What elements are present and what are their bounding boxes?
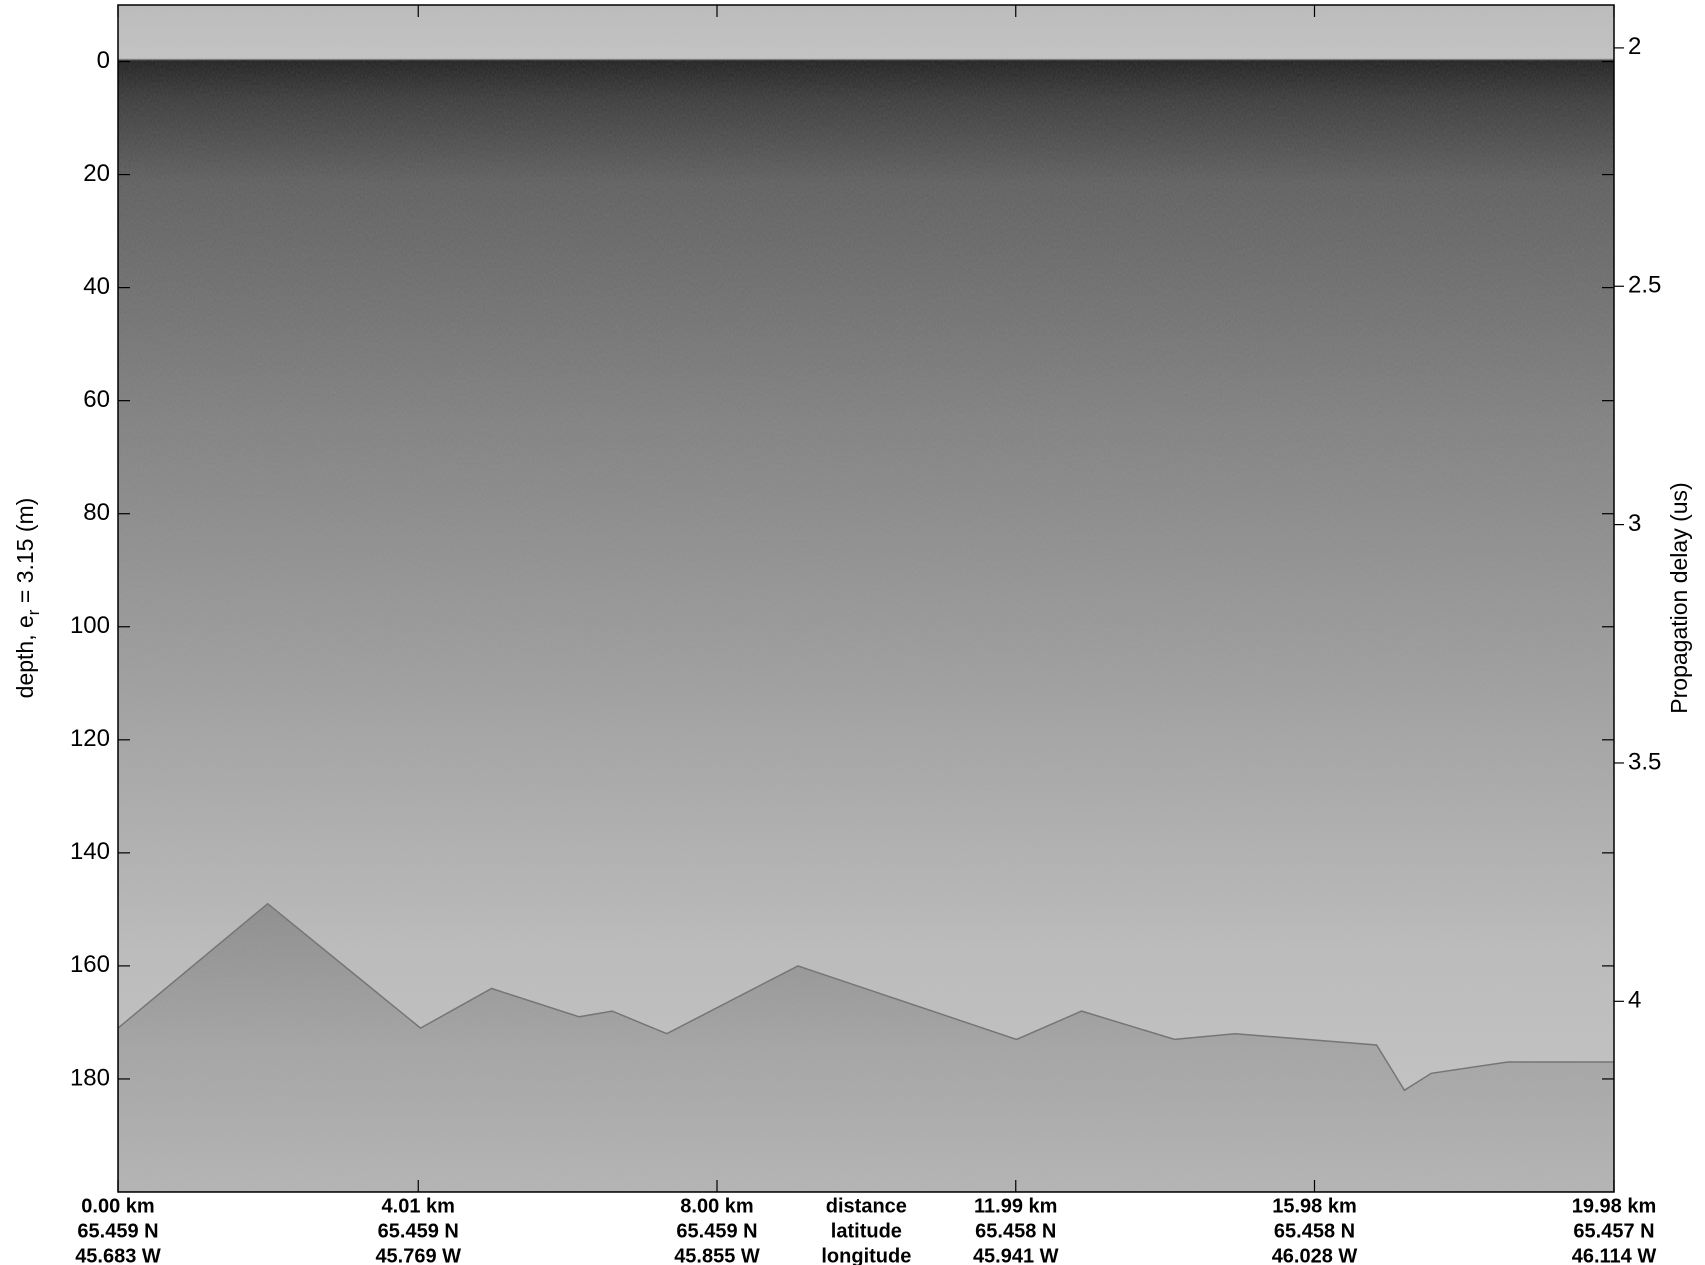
y-tick-label: 80	[83, 499, 110, 526]
longitude-label: 45.683 W	[75, 1245, 161, 1265]
y-tick-label: 160	[70, 951, 110, 978]
plot-frame	[117, 4, 1615, 1193]
y-tick-label: 100	[70, 612, 110, 639]
longitude-label: 46.114 W	[1572, 1245, 1657, 1265]
row-label: longitude	[821, 1245, 911, 1265]
y2-tick-label: 4	[1628, 987, 1641, 1014]
y2-tick-label: 3	[1628, 510, 1641, 537]
y-tick-label: 180	[70, 1064, 110, 1091]
y-axis-label-main: depth, e	[12, 615, 38, 698]
speckle-noise	[118, 5, 1614, 1192]
longitude-label: 45.855 W	[674, 1245, 760, 1265]
x-tick-label: 11.99 km	[974, 1195, 1057, 1217]
latitude-label: 65.459 N	[77, 1220, 158, 1242]
y-tick-label: 120	[70, 725, 110, 752]
x-tick-label: 0.00 km	[81, 1195, 154, 1217]
latitude-label: 65.458 N	[975, 1220, 1056, 1242]
longitude-label: 46.028 W	[1272, 1245, 1358, 1265]
y-tick-label: 140	[70, 838, 110, 865]
latitude-label: 65.458 N	[1274, 1220, 1355, 1242]
plot-area	[118, 5, 1614, 1192]
y-tick-label: 0	[97, 47, 110, 74]
x-tick-label: 4.01 km	[382, 1195, 455, 1217]
y-tick-label: 60	[83, 386, 110, 413]
y-axis-label: depth, er = 3.15 (m)	[12, 498, 43, 699]
y2-tick-label: 3.5	[1628, 748, 1661, 775]
y2-axis-label: Propagation delay (us)	[1666, 482, 1692, 713]
y-tick-label: 20	[83, 160, 110, 187]
latitude-label: 65.459 N	[676, 1220, 757, 1242]
x-tick-label: 15.98 km	[1272, 1195, 1357, 1217]
y-tick-label: 40	[83, 273, 110, 300]
y-axis-label-tail: = 3.15 (m)	[12, 498, 38, 610]
y2-tick-label: 2	[1628, 33, 1641, 60]
row-label: distance	[826, 1195, 907, 1217]
y-axis-label-sub: r	[24, 609, 43, 615]
latitude-label: 65.459 N	[378, 1220, 459, 1242]
x-tick-label: 19.98 km	[1572, 1195, 1657, 1217]
longitude-label: 45.769 W	[375, 1245, 461, 1265]
longitude-label: 45.941 W	[973, 1245, 1059, 1265]
row-label: latitude	[831, 1220, 902, 1242]
latitude-label: 65.457 N	[1573, 1220, 1654, 1242]
x-tick-label: 8.00 km	[680, 1195, 753, 1217]
y2-tick-label: 2.5	[1628, 272, 1661, 299]
